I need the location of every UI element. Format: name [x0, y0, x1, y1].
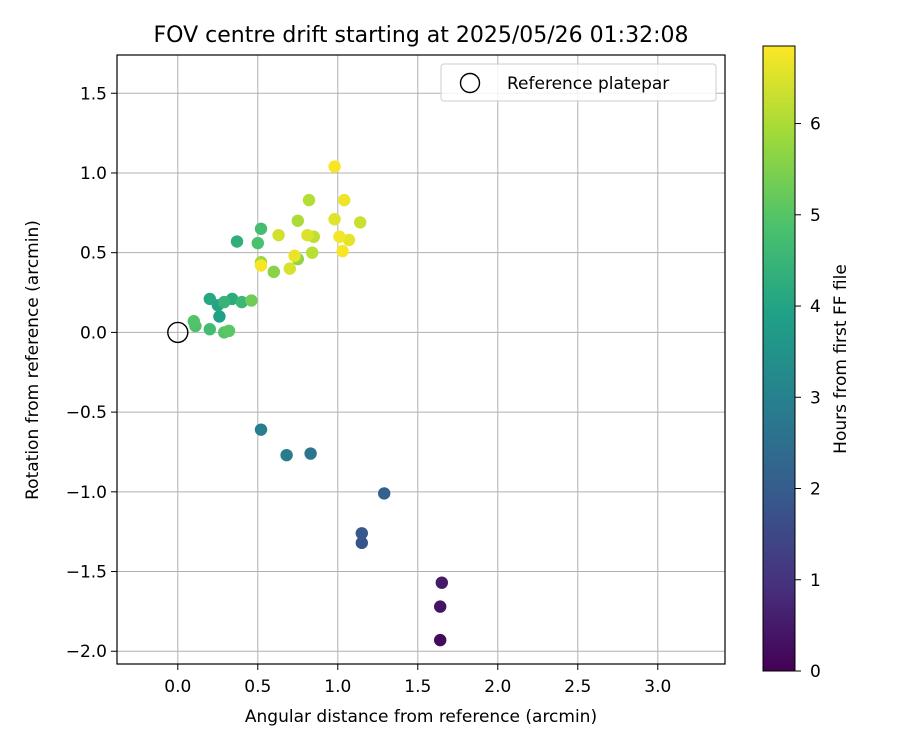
data-point [245, 294, 258, 307]
data-point [435, 576, 448, 589]
colorbar-tick-label: 0 [810, 662, 821, 682]
reference-marker-group [167, 321, 189, 344]
colorbar-tick-label: 5 [810, 206, 821, 226]
data-point [338, 193, 351, 207]
y-axis-ticks: 1.5 1.0 0.5 0.0 −0.5 −1.0 −1.5 −2.0 [66, 84, 117, 662]
x-tick-label: 1.5 [404, 677, 431, 697]
colorbar-tick-label: 6 [810, 115, 821, 135]
y-tick-label: −2.0 [66, 642, 107, 662]
y-tick-label: −1.5 [66, 563, 107, 583]
data-point [272, 228, 285, 242]
data-point [336, 244, 349, 258]
data-point [304, 447, 317, 460]
colorbar-tick-label: 2 [810, 480, 821, 500]
data-point [254, 222, 268, 235]
y-tick-label: −0.5 [66, 403, 107, 423]
plot-frame [116, 54, 726, 665]
y-tick-label: 1.0 [80, 164, 107, 184]
data-point [328, 160, 341, 173]
colorbar: 0 1 2 3 4 5 6 Hours from first FF file [762, 45, 851, 682]
colorbar-label: Hours from first FF file [831, 264, 851, 454]
y-tick-label: −1.0 [66, 483, 107, 503]
x-axis-ticks: 0.0 0.5 1.0 1.5 2.0 2.5 3.0 [164, 664, 671, 697]
y-axis-label: Rotation from reference (arcmin) [23, 220, 43, 500]
x-tick-label: 0.5 [244, 677, 271, 697]
x-tick-label: 2.0 [484, 677, 511, 697]
data-point [378, 487, 391, 500]
data-point [288, 249, 301, 263]
data-point [283, 262, 296, 275]
data-point [355, 536, 368, 550]
data-point [203, 323, 216, 336]
data-point [235, 295, 248, 309]
x-tick-label: 2.5 [564, 677, 591, 697]
data-point [267, 265, 280, 279]
legend-box [440, 63, 717, 102]
colorbar-gradient [762, 45, 796, 672]
data-point [333, 230, 346, 243]
data-point [354, 216, 367, 229]
data-point [434, 633, 447, 647]
legend: Reference platepar [440, 63, 717, 102]
data-point [254, 259, 268, 272]
data-point [306, 246, 319, 259]
colorbar-tick-label: 4 [810, 297, 821, 317]
data-point [203, 292, 216, 306]
data-points [187, 160, 448, 647]
reference-platepar-marker [167, 321, 189, 344]
x-tick-label: 3.0 [644, 677, 671, 697]
colorbar-ticks: 0 1 2 3 4 5 6 [795, 115, 821, 682]
colorbar-tick-label: 1 [810, 571, 821, 591]
data-point [251, 236, 264, 250]
y-tick-label: 0.5 [80, 244, 107, 264]
legend-reference-marker [459, 72, 481, 94]
data-point [342, 233, 356, 247]
data-point [218, 295, 231, 309]
data-point [222, 324, 236, 338]
data-point [328, 213, 341, 226]
data-point [213, 310, 226, 323]
grid-lines [117, 55, 725, 664]
data-point [291, 214, 304, 228]
data-point [230, 235, 244, 248]
data-point [301, 228, 314, 242]
data-point [254, 423, 268, 436]
data-point [187, 315, 200, 328]
x-tick-label: 0.0 [164, 677, 191, 697]
x-tick-label: 1.0 [324, 677, 351, 697]
data-point [280, 448, 293, 462]
data-point [434, 600, 447, 613]
chart-title: FOV centre drift starting at 2025/05/26 … [154, 23, 689, 48]
data-point [302, 193, 316, 207]
x-axis-label: Angular distance from reference (arcmin) [245, 707, 597, 727]
data-point [355, 527, 368, 540]
y-tick-label: 1.5 [80, 84, 107, 104]
y-tick-label: 0.0 [80, 323, 107, 343]
colorbar-tick-label: 3 [810, 388, 821, 408]
legend-entry-reference: Reference platepar [507, 74, 669, 94]
